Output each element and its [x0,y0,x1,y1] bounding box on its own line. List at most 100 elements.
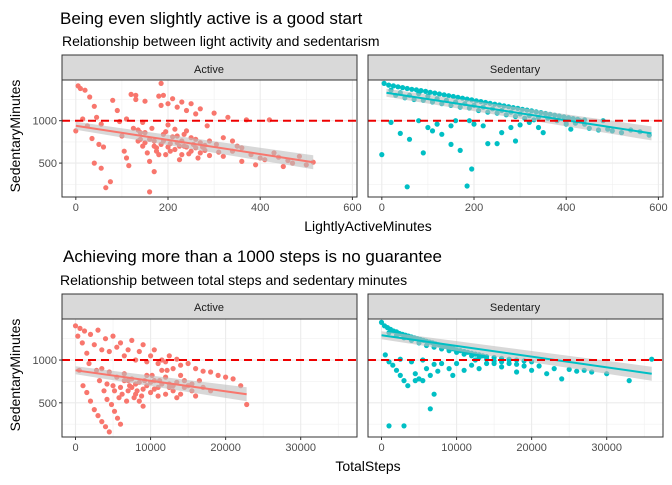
data-point [420,378,426,384]
data-point [181,131,187,137]
data-point [381,80,387,86]
panel-strip-label: Active [194,64,224,76]
data-point [139,393,145,399]
data-point [114,107,120,114]
data-point [280,163,286,170]
data-point [476,366,482,372]
x-tick-label: 0 [72,442,78,454]
data-point [626,378,632,384]
chart-subtitle: Relationship between total steps and sed… [60,272,407,288]
data-point [406,136,413,142]
data-point [439,131,445,137]
data-point [441,92,447,98]
data-point [471,121,477,127]
data-point [100,144,107,150]
data-point [167,148,173,154]
data-point [454,360,460,367]
data-point [151,143,157,149]
data-point [400,85,406,91]
chart-title: Achieving more than a 1000 steps is no g… [63,247,442,266]
data-point [95,327,101,333]
data-point [412,378,418,384]
data-point [89,135,95,142]
data-point [77,325,83,331]
data-point [110,97,116,103]
data-point [405,383,411,389]
data-point [188,101,194,107]
data-point [165,101,171,107]
data-point [134,388,140,394]
data-point [164,367,170,373]
data-point [140,386,146,392]
data-point [536,363,542,369]
y-tick-label: 500 [39,398,57,410]
data-point [450,93,456,100]
data-point [413,87,419,93]
data-point [395,84,401,90]
data-point [91,342,97,348]
data-point [114,415,121,421]
data-point [491,360,497,367]
data-point [461,367,467,373]
data-point [220,153,226,159]
data-point [84,350,90,356]
y-axis-title: SedentaryMinutes [7,319,23,432]
data-point [174,356,180,362]
data-point [469,166,475,172]
data-point [461,351,467,357]
data-point [117,384,124,390]
data-point [195,155,201,161]
data-point [432,90,438,96]
data-point [494,141,500,147]
data-point [517,122,523,128]
data-point [178,372,184,378]
trend-line [381,334,652,375]
data-point [110,383,116,389]
data-point [485,141,491,147]
panel-strip-label: Sedentary [490,302,541,314]
data-point [388,119,394,125]
data-point [193,393,199,399]
x-tick-label: 600 [343,202,361,214]
data-point [211,110,217,116]
data-point [99,419,105,425]
data-point [429,128,436,134]
data-point [204,123,210,129]
data-point [82,87,88,93]
data-point [87,331,94,337]
data-point [170,96,176,102]
data-point [163,129,169,135]
data-point [225,114,231,120]
data-point [521,363,527,369]
data-point [220,135,226,141]
data-point [514,369,520,375]
data-point [390,362,396,368]
x-tick-label: 30000 [591,442,622,454]
data-point [108,401,115,408]
data-point [401,378,407,384]
data-point [480,123,486,129]
data-point [206,152,213,159]
data-point [136,398,142,404]
data-point [111,388,118,394]
data-point [133,96,139,103]
data-point [404,184,410,190]
data-point [427,406,433,412]
x-tick-label: 0 [379,202,385,214]
data-point [427,89,433,95]
data-point [140,403,146,409]
trend-line [386,91,652,135]
data-point [124,398,130,404]
data-point [163,391,169,397]
data-point [439,360,445,367]
data-point [95,413,101,419]
data-point [107,179,113,185]
data-point [75,333,81,339]
data-point [158,80,164,86]
data-point [448,141,454,147]
panel-border [61,318,358,438]
data-point [179,99,185,105]
data-point [149,125,155,131]
data-point [229,138,236,144]
data-point [464,183,470,189]
